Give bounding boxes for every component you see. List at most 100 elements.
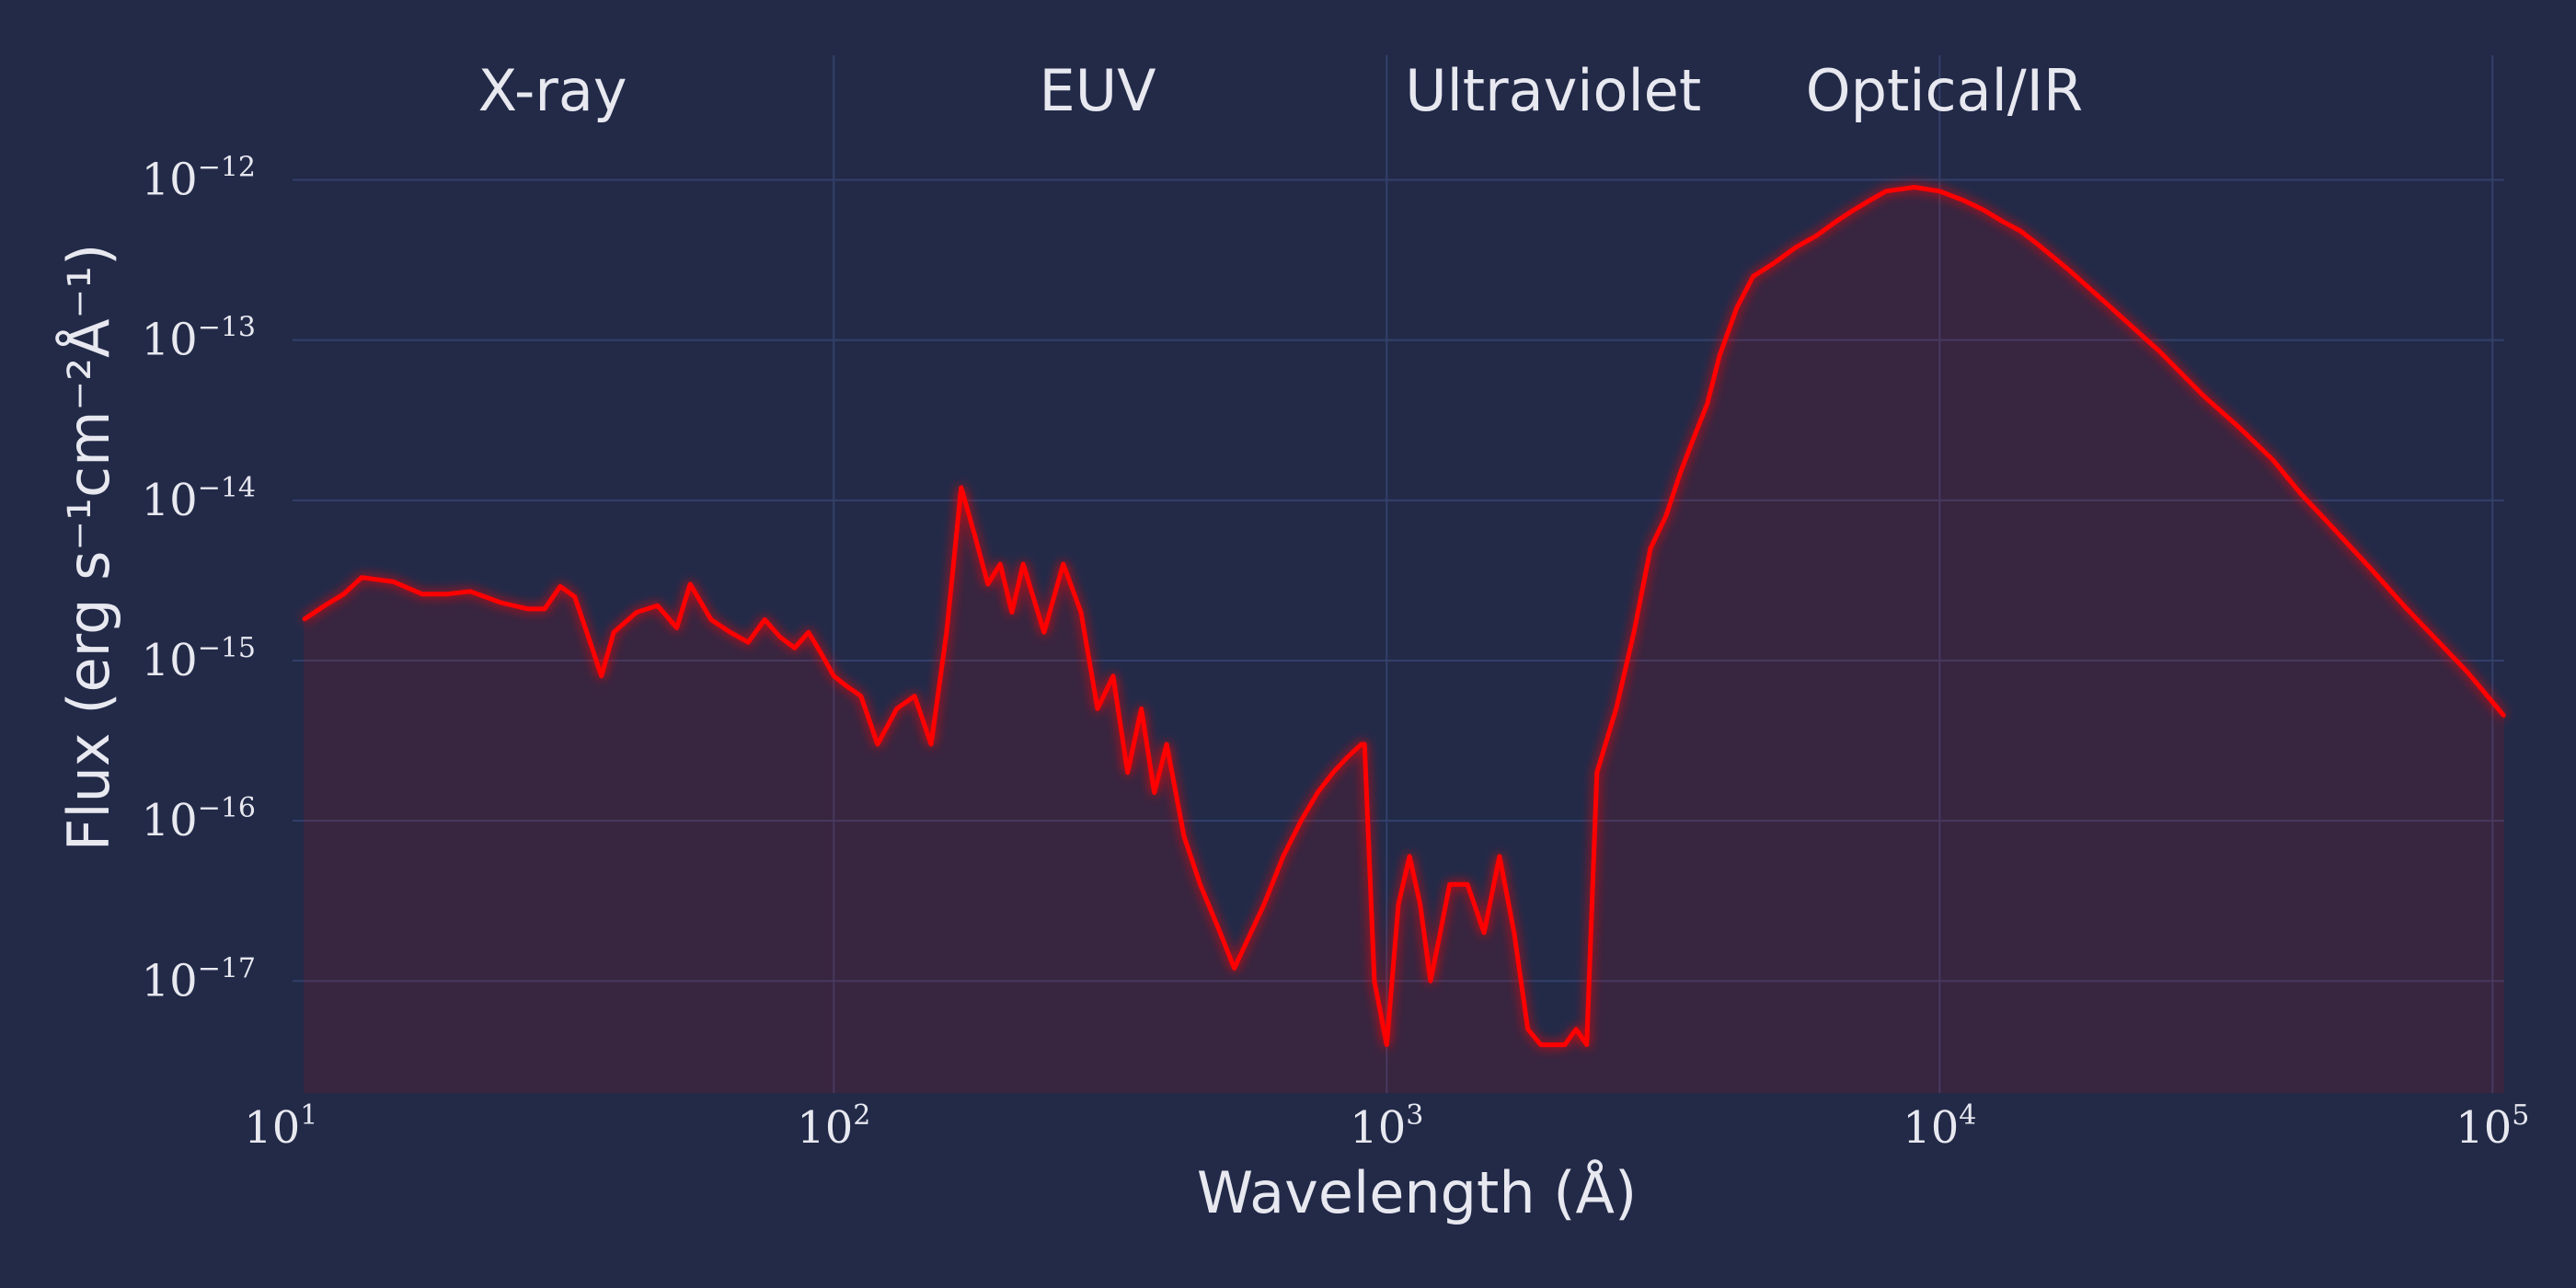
data-point (945, 630, 949, 634)
data-point (499, 601, 502, 604)
data-point (1096, 707, 1099, 710)
y-tick-label: 10−12 (142, 152, 256, 206)
data-point (1233, 967, 1236, 970)
data-point (1165, 742, 1168, 746)
data-point (895, 707, 899, 710)
data-point (558, 584, 562, 588)
region-dividers (858, 55, 1722, 1093)
gridlines (293, 55, 2504, 1093)
data-point (1299, 819, 1303, 822)
series-area (304, 187, 2504, 1093)
data-point (656, 604, 660, 607)
data-point (392, 580, 396, 583)
data-point (1595, 771, 1599, 775)
data-point (1010, 611, 1014, 614)
flux-series-line (302, 185, 2506, 1048)
data-point (1585, 1043, 1589, 1047)
data-point (986, 582, 990, 586)
data-point (844, 684, 847, 687)
data-point (1408, 855, 1411, 858)
data-point (1632, 630, 1636, 634)
data-point (1262, 903, 1266, 906)
data-point (1111, 674, 1115, 678)
y-tick-label: 10−16 (142, 792, 256, 846)
data-point (729, 630, 732, 634)
data-point (688, 582, 692, 586)
data-point (2502, 714, 2506, 718)
data-point (1852, 208, 1856, 212)
data-point (998, 562, 1002, 566)
data-point (445, 592, 449, 596)
data-point (793, 646, 797, 650)
data-point (1961, 198, 1964, 201)
data-point (2001, 220, 2005, 224)
data-point (1062, 562, 1065, 566)
x-axis-ticks: 101 102 103 104 105 (244, 1099, 2529, 1154)
data-point (2035, 242, 2039, 246)
data-point (2299, 492, 2303, 496)
data-point (468, 590, 472, 593)
data-point (929, 742, 933, 746)
data-point (1834, 220, 1838, 224)
region-label: Ultraviolet (1405, 57, 1701, 124)
data-point (1448, 882, 1452, 886)
data-point (1771, 262, 1775, 266)
data-point (1938, 190, 1941, 193)
data-point (1526, 1028, 1530, 1031)
x-tick-label: 101 (244, 1099, 317, 1154)
data-point (763, 618, 766, 621)
region-label: Optical/IR (1806, 57, 2083, 124)
data-point (1331, 771, 1335, 775)
data-point (1482, 931, 1486, 935)
data-point (360, 576, 363, 580)
data-point (1706, 402, 1709, 406)
y-axis-ticks: 10−12 10−13 10−14 10−15 10−16 10−17 (142, 152, 256, 1007)
data-point (1079, 611, 1083, 614)
data-point (2405, 607, 2409, 611)
data-point (2437, 640, 2441, 644)
x-tick-label: 105 (2455, 1099, 2529, 1154)
data-point (746, 640, 750, 644)
data-point (1982, 208, 1985, 212)
data-point (1649, 546, 1652, 550)
data-point (1199, 882, 1202, 886)
data-point (323, 604, 327, 607)
data-point (1385, 1043, 1388, 1047)
data-point (1794, 246, 1798, 249)
y-tick-label: 10−13 (142, 312, 256, 366)
data-point (1869, 198, 1872, 201)
data-point (1664, 514, 1668, 518)
data-point (778, 636, 782, 638)
data-point (1679, 470, 1683, 474)
x-tick-label: 104 (1903, 1099, 1976, 1154)
data-point (1397, 903, 1400, 906)
data-point (1429, 979, 1432, 983)
data-point (1884, 190, 1888, 193)
y-tick-label: 10−17 (142, 952, 256, 1006)
data-point (1042, 630, 1046, 634)
data-point (1539, 1043, 1543, 1047)
data-point (1498, 855, 1501, 858)
data-point (635, 611, 638, 614)
data-point (1815, 234, 1819, 237)
data-point (1140, 707, 1144, 710)
data-point (709, 618, 713, 621)
data-point (612, 630, 615, 634)
data-point (675, 626, 679, 629)
data-point (543, 607, 546, 611)
region-label: X-ray (478, 57, 627, 124)
x-tick-label: 102 (797, 1099, 870, 1154)
data-point (2157, 350, 2161, 353)
data-point (302, 618, 305, 621)
data-point (2324, 519, 2328, 523)
data-point (1512, 931, 1516, 935)
data-point (526, 607, 530, 611)
data-point (1563, 1043, 1567, 1047)
x-axis-title: Wavelength (Å) (1197, 1159, 1637, 1226)
data-point (2271, 457, 2274, 461)
data-point (1021, 562, 1025, 566)
data-point (2104, 302, 2108, 305)
data-point (913, 695, 916, 698)
data-point (1182, 834, 1186, 838)
data-point (1246, 938, 1249, 942)
